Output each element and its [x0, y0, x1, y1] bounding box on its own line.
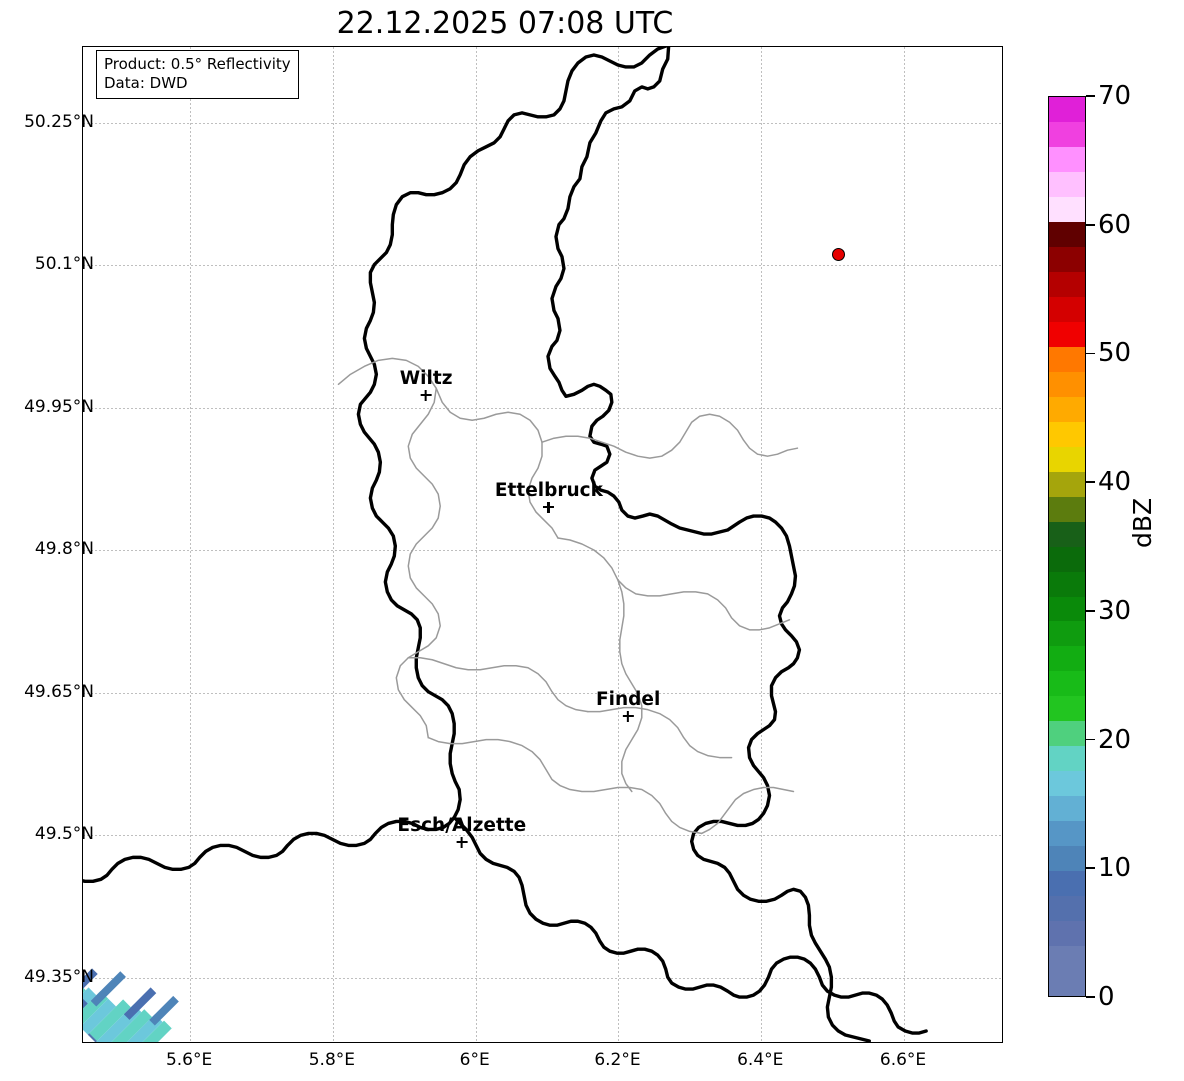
colorbar-band — [1049, 97, 1085, 123]
colorbar-band — [1049, 396, 1085, 422]
page-title: 22.12.2025 07:08 UTC — [336, 6, 674, 41]
colorbar-band — [1049, 621, 1085, 647]
country-borders — [83, 47, 928, 1042]
colorbar-band — [1049, 296, 1085, 322]
colorbar-band — [1049, 821, 1085, 847]
ytick-label: 50.25°N — [24, 111, 94, 132]
colorbar-tick-label: 70 — [1098, 81, 1132, 111]
ytick-label: 50.1°N — [34, 254, 94, 275]
radar-site-marker-icon[interactable] — [831, 248, 845, 262]
colorbar-band — [1049, 321, 1085, 347]
ytick-label: 49.8°N — [34, 539, 94, 560]
colorbar-band — [1049, 371, 1085, 397]
echo-cells — [83, 968, 210, 1042]
colorbar-band — [1049, 446, 1085, 472]
colorbar-band — [1049, 147, 1085, 173]
gridline-vertical — [761, 47, 763, 1042]
colorbar-tick-label: 10 — [1098, 853, 1132, 884]
gridline-vertical — [475, 47, 477, 1042]
gridline-horizontal — [83, 122, 1002, 124]
gridline-horizontal — [83, 692, 1002, 694]
colorbar-band — [1049, 496, 1085, 522]
colorbar-band — [1049, 122, 1085, 148]
colorbar-band — [1049, 646, 1085, 672]
gridline-vertical — [618, 47, 620, 1042]
colorbar-band — [1049, 471, 1085, 497]
gridline-vertical — [332, 47, 334, 1042]
colorbar-band — [1049, 871, 1085, 897]
colorbar-band — [1049, 197, 1085, 222]
ytick-label: 49.95°N — [24, 396, 94, 417]
colorbar[interactable] — [1048, 96, 1086, 997]
gridline-horizontal — [83, 265, 1002, 267]
colorbar-tick-label: 40 — [1098, 467, 1132, 498]
colorbar-tick-mark — [1086, 352, 1095, 355]
xtick-label: 6°E — [459, 1050, 490, 1070]
xtick-label: 6.4°E — [737, 1050, 784, 1070]
colorbar-band — [1049, 546, 1085, 572]
map-geography-layer — [83, 47, 928, 1042]
colorbar-band — [1049, 846, 1085, 872]
map-plot-axes[interactable] — [82, 46, 1003, 1043]
colorbar-band — [1049, 696, 1085, 722]
colorbar-band — [1049, 421, 1085, 447]
colorbar-band — [1049, 521, 1085, 547]
colorbar-band — [1049, 896, 1085, 922]
colorbar-band — [1049, 971, 1085, 996]
colorbar-tick-mark — [1086, 738, 1095, 741]
border-south-france — [452, 815, 928, 1035]
internal-district-borders — [337, 357, 799, 835]
colorbar-band — [1049, 221, 1085, 247]
colorbar-band — [1049, 346, 1085, 372]
colorbar-band — [1049, 246, 1085, 272]
colorbar-band — [1049, 746, 1085, 772]
info-product-line: Product: 0.5° Reflectivity — [104, 55, 291, 73]
xtick-label: 6.2°E — [594, 1050, 641, 1070]
colorbar-band — [1049, 771, 1085, 797]
gridline-vertical — [190, 47, 192, 1042]
xtick-label: 5.8°E — [308, 1050, 356, 1070]
colorbar-axis-label: dBZ — [1128, 497, 1157, 548]
colorbar-tick-label: 60 — [1098, 209, 1132, 240]
colorbar-tick-mark — [1086, 223, 1095, 226]
ytick-label: 49.65°N — [24, 681, 94, 702]
colorbar-tick-mark — [1086, 867, 1095, 870]
colorbar-tick-label: 20 — [1098, 724, 1132, 755]
colorbar-band — [1049, 571, 1085, 597]
colorbar-band — [1049, 796, 1085, 822]
colorbar-tick-mark — [1086, 481, 1095, 483]
gridline-horizontal — [83, 835, 1002, 837]
gridline-vertical — [904, 47, 906, 1042]
map-plot-area[interactable] — [83, 47, 1002, 1042]
colorbar-band — [1049, 271, 1085, 297]
colorbar-band — [1049, 721, 1085, 747]
colorbar-tick-mark — [1086, 996, 1095, 998]
colorbar-band — [1049, 596, 1085, 622]
xtick-label: 5.6°E — [165, 1050, 213, 1070]
colorbar-tick-mark — [1086, 95, 1095, 97]
colorbar-band — [1049, 671, 1085, 697]
colorbar-band — [1049, 921, 1085, 947]
info-data-line: Data: DWD — [104, 73, 188, 92]
ytick-label: 49.5°N — [34, 824, 94, 845]
colorbar-tick-label: 30 — [1098, 595, 1132, 626]
colorbar-band — [1049, 172, 1085, 197]
ytick-label: 49.35°N — [24, 966, 94, 987]
colorbar-band — [1049, 946, 1085, 972]
colorbar-tick-label: 50 — [1098, 338, 1132, 369]
gridline-horizontal — [83, 977, 1002, 979]
gridline-horizontal — [83, 407, 1002, 409]
xtick-label: 6.6°E — [879, 1050, 927, 1070]
product-info-box: Product: 0.5° Reflectivity Data: DWD — [96, 50, 299, 99]
border-east-germany — [546, 47, 871, 1042]
radar-reflectivity-echo — [83, 968, 210, 1042]
colorbar-tick-label: 0 — [1098, 982, 1115, 1012]
colorbar-tick-mark — [1086, 610, 1095, 612]
gridline-horizontal — [83, 550, 1002, 552]
border-west-belgium — [83, 47, 669, 884]
